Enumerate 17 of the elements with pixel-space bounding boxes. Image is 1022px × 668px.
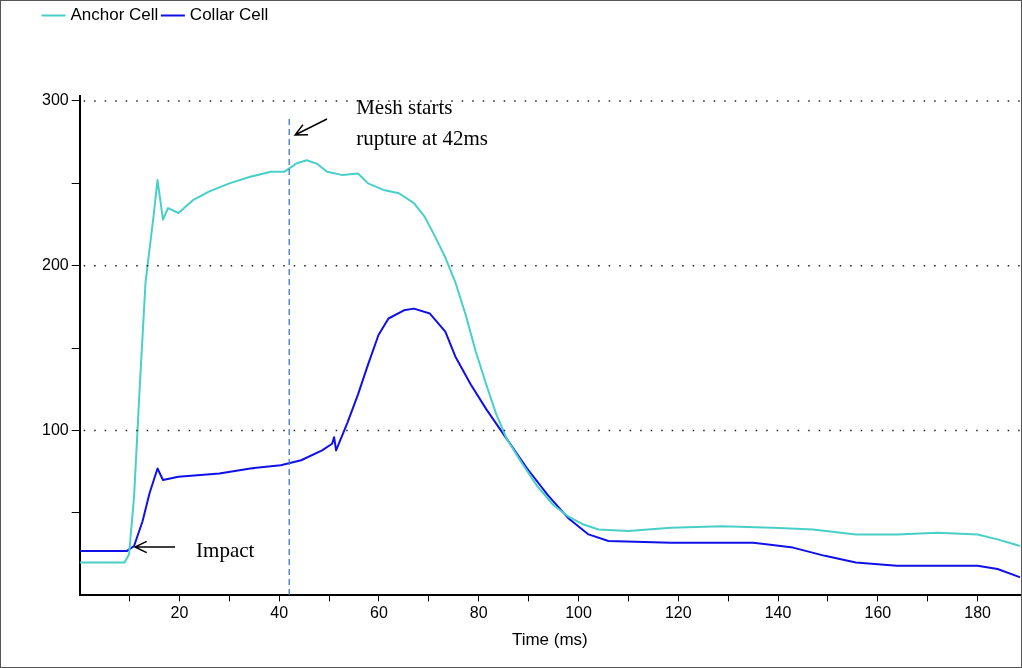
annotation: Impact xyxy=(196,538,255,563)
legend-label: Anchor Cell xyxy=(70,5,159,25)
x-tick-label: 180 xyxy=(964,604,992,622)
x-axis-title: Time (ms) xyxy=(511,630,588,650)
x-tick-label: 20 xyxy=(170,604,189,622)
x-tick-label: 40 xyxy=(270,604,289,622)
x-tick-label: 60 xyxy=(370,604,388,622)
x-tick-label: 120 xyxy=(664,604,692,622)
x-tick-label: 140 xyxy=(764,604,792,622)
x-tick-label: 160 xyxy=(864,604,892,622)
x-tick-label: 100 xyxy=(565,604,592,622)
y-tick-label: 200 xyxy=(41,256,69,274)
y-tick-label: 100 xyxy=(41,420,69,438)
x-tick-label: 80 xyxy=(469,604,488,622)
legend-label: Collar Cell xyxy=(189,5,269,25)
y-tick-label: 300 xyxy=(41,91,69,109)
annotation: Mesh starts rupture at 42ms xyxy=(356,95,489,151)
